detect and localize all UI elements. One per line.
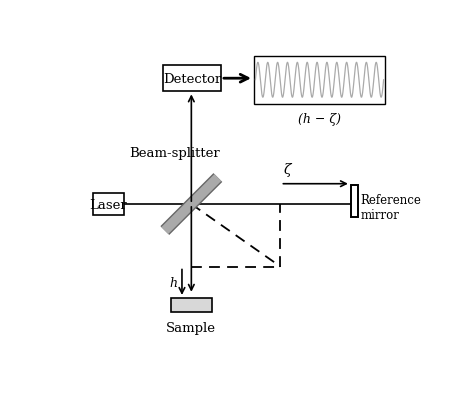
Bar <box>163 66 221 92</box>
Bar <box>93 194 124 215</box>
Bar <box>254 56 385 105</box>
Bar <box>351 186 358 217</box>
Text: Detector: Detector <box>163 72 221 85</box>
Text: Laser: Laser <box>90 198 128 211</box>
Text: Sample: Sample <box>166 322 216 335</box>
Text: Reference
mirror: Reference mirror <box>361 194 422 222</box>
Bar <box>171 298 212 312</box>
Text: h: h <box>169 276 177 289</box>
Text: ζ: ζ <box>283 162 291 177</box>
Text: (h − ζ): (h − ζ) <box>298 113 341 126</box>
Text: I: I <box>257 60 262 72</box>
Text: Beam-splitter: Beam-splitter <box>129 147 219 160</box>
